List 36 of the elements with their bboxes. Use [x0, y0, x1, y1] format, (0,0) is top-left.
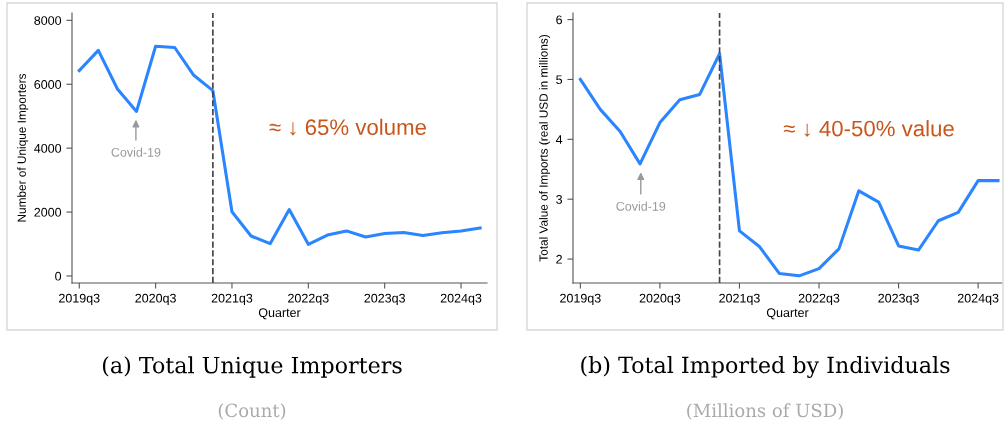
- annotation: Covid-19: [616, 201, 666, 211]
- y-tick-label: 8000: [34, 16, 62, 25]
- x-axis-title: Quarter: [258, 308, 301, 320]
- y-tick-label: 0: [55, 271, 62, 281]
- annotation: ≈ ↓ 65% volume: [269, 118, 426, 136]
- x-tick-label: 2019q3: [59, 293, 100, 306]
- y-tick-label: 2: [556, 254, 562, 264]
- x-tick-label: 2024q3: [957, 293, 999, 306]
- y-tick-label: 6000: [34, 80, 62, 89]
- x-tick-label: 2019q3: [560, 293, 601, 306]
- text: (Count): [218, 403, 286, 420]
- x-tick-label: 2024q3: [440, 293, 482, 306]
- x-tick-label: 2021q3: [719, 293, 760, 306]
- x-tick-label: 2020q3: [639, 293, 681, 306]
- text: (Millions of USD): [687, 403, 843, 420]
- line-series: [77, 44, 482, 246]
- x-tick-label: 2022q3: [288, 293, 329, 306]
- x-axis-title: Quarter: [766, 308, 809, 320]
- y-tick-label: 4000: [34, 143, 62, 153]
- x-tick-label: 2022q3: [798, 293, 840, 306]
- x-tick-label: 2020q3: [135, 293, 176, 306]
- y-tick-label: 2000: [34, 207, 62, 217]
- text: (a) Total Unique Importers: [102, 356, 402, 378]
- x-tick-label: 2023q3: [878, 293, 919, 306]
- y-axis-title: Total Value of Imports (real USD in millions): [539, 35, 551, 262]
- x-tick-label: 2023q3: [364, 293, 405, 306]
- y-axis-title: Number of Unique Importers: [17, 73, 29, 222]
- line-series: [578, 52, 1000, 278]
- annotation: ≈ ↓ 40-50% value: [783, 120, 954, 137]
- annotation: Covid-19: [111, 147, 161, 157]
- y-tick-label: 3: [556, 194, 563, 204]
- x-tick-label: 2021q3: [211, 293, 253, 306]
- y-tick-label: 6: [556, 15, 563, 25]
- y-tick-label: 4: [555, 135, 563, 144]
- text: (b) Total Imported by Individuals: [581, 356, 950, 378]
- y-tick-label: 5: [556, 75, 563, 85]
